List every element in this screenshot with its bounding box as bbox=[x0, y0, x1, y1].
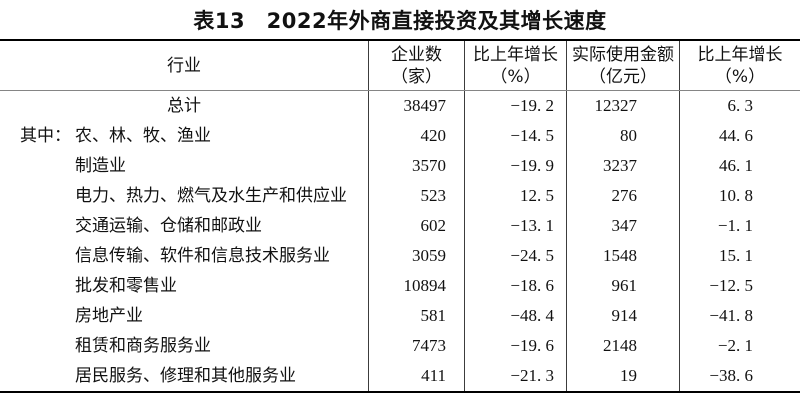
industry-label: 信息传输、软件和信息技术服务业 bbox=[75, 246, 330, 265]
amount-used-value-cell: 961 bbox=[567, 271, 680, 301]
enterprise-growth-value-cell: −18. 6 bbox=[465, 271, 567, 301]
industry-cell: 交通运输、仓储和邮政业 bbox=[0, 211, 369, 241]
industry-cell: 信息传输、软件和信息技术服务业 bbox=[0, 241, 369, 271]
header-label-line1: 比上年增长 bbox=[697, 44, 783, 65]
header-label-line2: （%） bbox=[714, 66, 766, 87]
amount-used-value-cell: 1548 bbox=[567, 241, 680, 271]
enterprises-value-cell: 3059 bbox=[369, 241, 465, 271]
header-label-line2: （%） bbox=[490, 66, 541, 87]
table-row: 总计 38497 −19. 2 12327 6. 3 bbox=[0, 91, 800, 121]
enterprise-growth-value-cell: −48. 4 bbox=[465, 301, 567, 331]
enterprise-growth-value-cell: −14. 5 bbox=[465, 121, 567, 151]
header-label-line2: （家） bbox=[391, 66, 442, 87]
industry-label: 总计 bbox=[167, 96, 201, 115]
industry-prefix: 其中： bbox=[20, 126, 71, 145]
header-cell-enterprise-growth: 比上年增长 （%） bbox=[465, 41, 567, 90]
amount-growth-value-cell: 15. 1 bbox=[719, 246, 753, 265]
amount-used-value-cell: 2148 bbox=[567, 331, 680, 361]
header-label-line1: 企业数 bbox=[391, 44, 442, 65]
enterprises-value-cell: 581 bbox=[369, 301, 465, 331]
enterprises-value-cell: 411 bbox=[369, 361, 465, 391]
table-header-row: 行业 企业数 （家） 比上年增长 （%） 实际使用金额 （亿元） 比上年增长 （… bbox=[0, 41, 800, 91]
amount-growth-value-cell: −1. 1 bbox=[717, 216, 753, 235]
table-row: 房地产业 581 −48. 4 914 −41. 8 bbox=[0, 301, 800, 331]
table-row: 批发和零售业 10894 −18. 6 961 −12. 5 bbox=[0, 271, 800, 301]
enterprises-value-cell: 602 bbox=[369, 211, 465, 241]
header-label-line1: 比上年增长 bbox=[473, 44, 558, 65]
enterprise-growth-value-cell: −24. 5 bbox=[465, 241, 567, 271]
enterprises-value-cell: 420 bbox=[369, 121, 465, 151]
header-label-line1: 实际使用金额 bbox=[572, 44, 674, 65]
enterprise-growth-value-cell: −21. 3 bbox=[465, 361, 567, 391]
amount-used-value-cell: 914 bbox=[567, 301, 680, 331]
table-title: 表13 2022年外商直接投资及其增长速度 bbox=[193, 9, 607, 33]
amount-growth-value-cell: 44. 6 bbox=[719, 126, 753, 145]
header-cell-amount-growth: 比上年增长 （%） bbox=[680, 41, 800, 90]
industry-label: 租赁和商务服务业 bbox=[75, 336, 211, 355]
amount-growth-value-cell: −41. 8 bbox=[709, 306, 753, 325]
enterprises-value-cell: 523 bbox=[369, 181, 465, 211]
table-body: 总计 38497 −19. 2 12327 6. 3 其中： 农、林、牧、渔业 … bbox=[0, 91, 800, 391]
enterprise-growth-value-cell: −13. 1 bbox=[465, 211, 567, 241]
enterprise-growth-value-cell: −19. 6 bbox=[465, 331, 567, 361]
industry-cell: 批发和零售业 bbox=[0, 271, 369, 301]
industry-label: 电力、热力、燃气及水生产和供应业 bbox=[75, 186, 347, 205]
enterprise-growth-value-cell: 12. 5 bbox=[465, 181, 567, 211]
table-row: 租赁和商务服务业 7473 −19. 6 2148 −2. 1 bbox=[0, 331, 800, 361]
amount-growth-value-cell: −38. 6 bbox=[709, 366, 753, 385]
amount-growth-value-cell: 6. 3 bbox=[727, 96, 754, 115]
header-cell-amount-used: 实际使用金额 （亿元） bbox=[567, 41, 680, 90]
table-row: 其中： 农、林、牧、渔业 420 −14. 5 80 44. 6 bbox=[0, 121, 800, 151]
industry-cell: 租赁和商务服务业 bbox=[0, 331, 369, 361]
industry-label: 农、林、牧、渔业 bbox=[75, 126, 211, 145]
enterprise-growth-value-cell: −19. 2 bbox=[465, 91, 567, 121]
header-label-line2: （亿元） bbox=[589, 66, 657, 87]
industry-cell: 房地产业 bbox=[0, 301, 369, 331]
amount-used-value-cell: 19 bbox=[567, 361, 680, 391]
header-cell-industry: 行业 bbox=[0, 41, 369, 90]
industry-label: 居民服务、修理和其他服务业 bbox=[75, 366, 296, 385]
industry-label: 交通运输、仓储和邮政业 bbox=[75, 216, 262, 235]
industry-cell: 居民服务、修理和其他服务业 bbox=[0, 361, 369, 391]
amount-used-value-cell: 276 bbox=[567, 181, 680, 211]
table-row: 制造业 3570 −19. 9 3237 46. 1 bbox=[0, 151, 800, 181]
industry-cell: 其中： 农、林、牧、渔业 bbox=[0, 121, 369, 151]
fdi-table: 行业 企业数 （家） 比上年增长 （%） 实际使用金额 （亿元） 比上年增长 （… bbox=[0, 39, 800, 393]
table-row: 信息传输、软件和信息技术服务业 3059 −24. 5 1548 15. 1 bbox=[0, 241, 800, 271]
amount-growth-value-cell: −2. 1 bbox=[717, 336, 753, 355]
amount-used-value-cell: 347 bbox=[567, 211, 680, 241]
enterprise-growth-value-cell: −19. 9 bbox=[465, 151, 567, 181]
industry-label: 制造业 bbox=[75, 156, 126, 175]
enterprises-value-cell: 38497 bbox=[369, 91, 465, 121]
amount-growth-value-cell: −12. 5 bbox=[709, 276, 753, 295]
enterprises-value-cell: 3570 bbox=[369, 151, 465, 181]
enterprises-value-cell: 10894 bbox=[369, 271, 465, 301]
industry-label: 房地产业 bbox=[75, 306, 143, 325]
amount-growth-value-cell: 46. 1 bbox=[719, 156, 753, 175]
amount-used-value-cell: 3237 bbox=[567, 151, 680, 181]
table-row: 居民服务、修理和其他服务业 411 −21. 3 19 −38. 6 bbox=[0, 361, 800, 391]
table-row: 交通运输、仓储和邮政业 602 −13. 1 347 −1. 1 bbox=[0, 211, 800, 241]
header-cell-enterprises: 企业数 （家） bbox=[369, 41, 465, 90]
header-label-industry: 行业 bbox=[167, 55, 201, 76]
table-row: 电力、热力、燃气及水生产和供应业 523 12. 5 276 10. 8 bbox=[0, 181, 800, 211]
amount-used-value-cell: 12327 bbox=[567, 91, 680, 121]
industry-cell: 制造业 bbox=[0, 151, 369, 181]
amount-used-value-cell: 80 bbox=[567, 121, 680, 151]
industry-cell: 电力、热力、燃气及水生产和供应业 bbox=[0, 181, 369, 211]
industry-label: 批发和零售业 bbox=[75, 276, 177, 295]
amount-growth-value-cell: 10. 8 bbox=[719, 186, 753, 205]
enterprises-value-cell: 7473 bbox=[369, 331, 465, 361]
industry-cell: 总计 bbox=[0, 91, 369, 121]
